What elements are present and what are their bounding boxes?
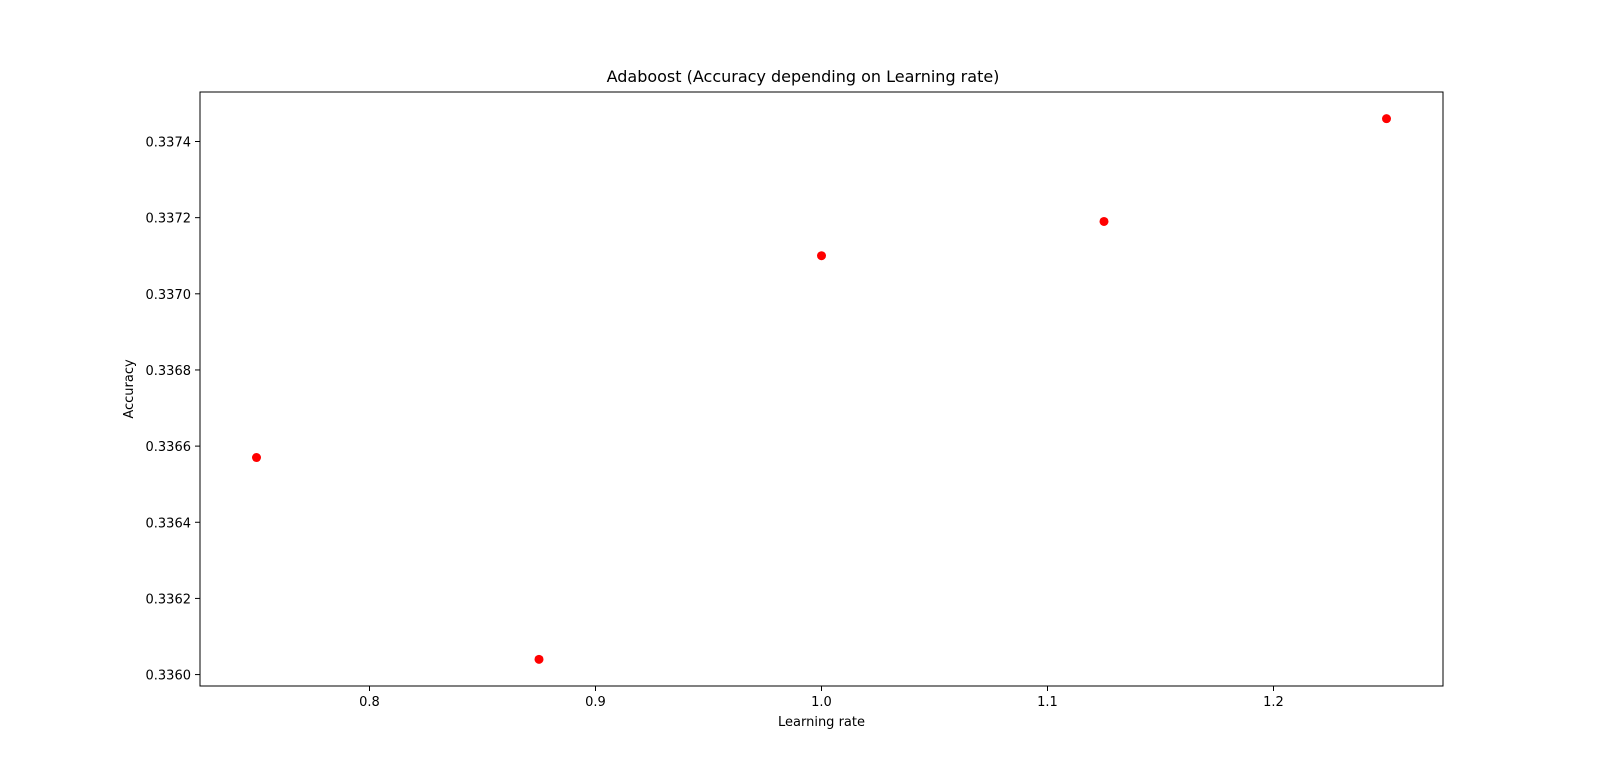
x-tick-label: 1.0 xyxy=(811,695,832,710)
y-tick-label: 0.3362 xyxy=(146,592,192,607)
data-point xyxy=(252,453,261,463)
y-axis-label: Accuracy xyxy=(122,359,137,419)
y-tick-label: 0.3372 xyxy=(146,212,192,227)
y-tick-label: 0.3364 xyxy=(146,516,192,531)
y-axis-ticks: 0.3360 0.3362 0.3364 0.3366 0.3368 0.3370 0.33… xyxy=(146,136,200,684)
y-tick-label: 0.3368 xyxy=(146,364,192,379)
plot-area-frame xyxy=(199,91,1444,687)
data-point xyxy=(1382,114,1391,124)
data-point xyxy=(1099,216,1109,226)
x-axis-ticks: 0.8 0.9 1.0 1.1 1.2 xyxy=(359,686,1284,710)
y-tick-label: 0.3374 xyxy=(146,136,192,151)
x-axis-label: Learning rate xyxy=(778,715,865,730)
data-point xyxy=(817,251,826,261)
data-points xyxy=(252,114,1391,664)
x-tick-label: 0.8 xyxy=(359,695,380,710)
chart-title: Adaboost (Accuracy depending on Learning… xyxy=(607,67,1000,86)
y-tick-label: 0.3370 xyxy=(146,288,192,303)
x-tick-label: 1.2 xyxy=(1263,695,1284,710)
x-tick-label: 0.9 xyxy=(585,695,606,710)
data-point xyxy=(534,654,544,664)
y-tick-label: 0.3360 xyxy=(146,669,192,684)
y-tick-label: 0.3366 xyxy=(146,440,192,455)
x-tick-label: 1.1 xyxy=(1037,695,1058,710)
